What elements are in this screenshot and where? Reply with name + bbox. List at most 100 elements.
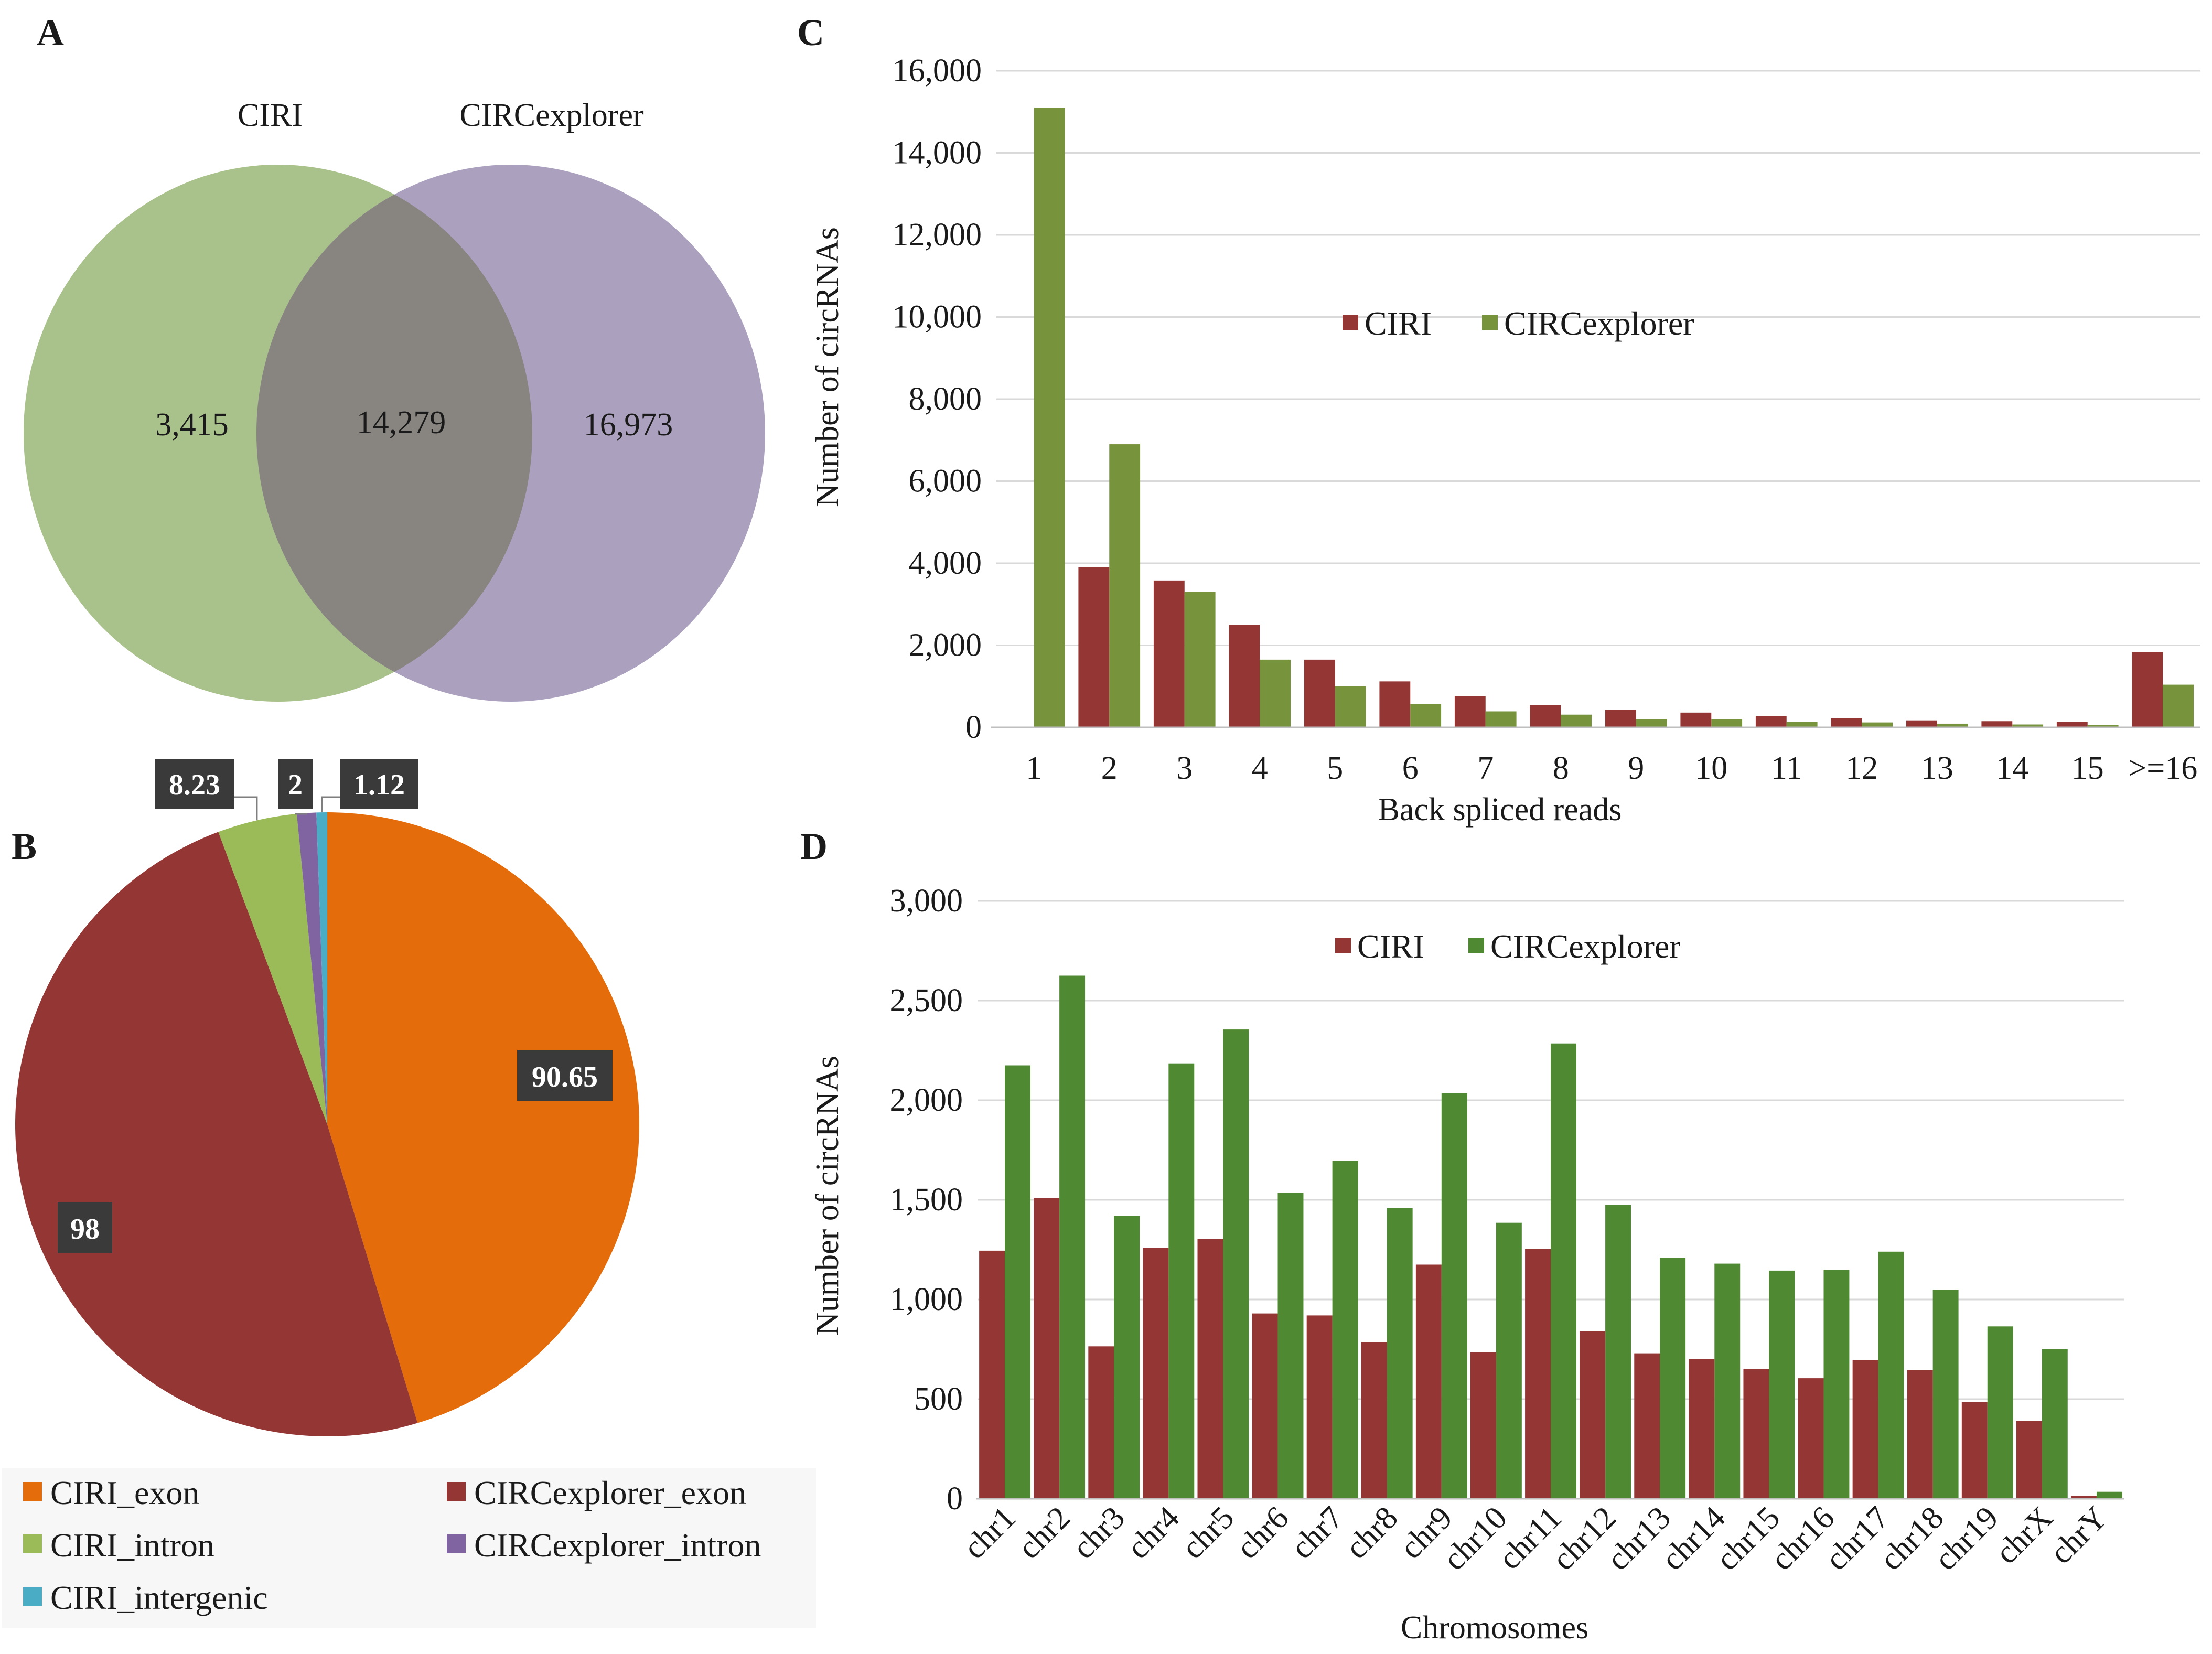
c-bar-ciri-8 xyxy=(1530,705,1561,727)
c-x-tick-label: 2 xyxy=(1101,750,1118,786)
pie-legend-item-ciri-intron: CIRI_intron xyxy=(23,1527,214,1564)
c-bar-circexplorer-15 xyxy=(2087,725,2119,727)
pie-legend-box xyxy=(2,1468,816,1628)
pie-label-ciri-exon: 90.65 xyxy=(517,1050,613,1101)
pie-legend-swatch-ciri-intergenic xyxy=(23,1587,42,1606)
c-y-tick-label: 2,000 xyxy=(909,628,982,663)
d-bar-ciri-chr18 xyxy=(1907,1370,1933,1499)
panel-letter-b: B xyxy=(12,825,37,867)
chart-c-legend-swatch-ciri xyxy=(1343,315,1358,330)
d-bar-circexplorer-chry xyxy=(2096,1491,2122,1499)
chart-d-x-ticks: chr1chr2chr3chr4chr5chr6chr7chr8chr9chr1… xyxy=(957,1500,2114,1577)
c-x-tick-label: 5 xyxy=(1327,750,1343,786)
d-bar-ciri-chr16 xyxy=(1798,1378,1824,1499)
panel-letter-c: C xyxy=(797,12,824,53)
venn-value-both: 14,279 xyxy=(357,405,446,441)
d-x-tick-label: chr2 xyxy=(1011,1500,1077,1566)
c-y-tick-label: 16,000 xyxy=(893,53,982,89)
c-bar-ciri-16 xyxy=(2132,652,2163,727)
pie-legend-item-circexplorer-intron: CIRCexplorer_intron xyxy=(447,1527,761,1564)
d-bar-circexplorer-chr19 xyxy=(1987,1326,2013,1499)
pie-label-ciri-intergenic: 1.12 xyxy=(340,759,418,809)
venn-value-ciri-only: 3,415 xyxy=(155,407,229,443)
d-bar-circexplorer-chr4 xyxy=(1168,1063,1195,1499)
c-bar-ciri-6 xyxy=(1379,681,1411,727)
chart-c-gridlines xyxy=(996,70,2200,646)
d-bar-circexplorer-chr10 xyxy=(1496,1222,1522,1499)
pie-leader-ciri-intergenic xyxy=(321,796,340,813)
c-bar-circexplorer-10 xyxy=(1711,719,1743,727)
pie-legend-item-ciri-intergenic: CIRI_intergenic xyxy=(23,1579,268,1616)
d-x-tick-label: chr8 xyxy=(1339,1500,1405,1566)
pie-label-circexplorer-intron: 2 xyxy=(278,759,313,809)
d-x-tick-label: chr19 xyxy=(1928,1500,2005,1577)
d-x-tick-label: chr5 xyxy=(1175,1500,1241,1566)
pie-slice-circexplorer-intron xyxy=(296,812,327,1124)
d-x-tick-label: chr12 xyxy=(1545,1500,1623,1577)
venn-label-circexplorer: CIRCexplorer xyxy=(459,98,644,133)
d-bar-ciri-chr17 xyxy=(1852,1360,1878,1499)
c-bar-circexplorer-3 xyxy=(1184,592,1216,727)
chart-c-y-axis-title: Number of circRNAs xyxy=(810,227,845,507)
chart-d-x-axis-title: Chromosomes xyxy=(1401,1610,1588,1646)
c-bar-circexplorer-5 xyxy=(1335,686,1366,727)
d-bar-ciri-chr2 xyxy=(1034,1198,1060,1499)
d-bar-ciri-chr12 xyxy=(1580,1331,1606,1499)
c-bar-circexplorer-8 xyxy=(1561,714,1592,727)
d-bar-circexplorer-chr6 xyxy=(1277,1193,1304,1499)
d-bar-ciri-chr9 xyxy=(1415,1264,1442,1499)
d-bar-circexplorer-chr9 xyxy=(1441,1093,1467,1499)
chart-c-legend-label-circexplorer: CIRCexplorer xyxy=(1504,305,1694,342)
c-bar-ciri-9 xyxy=(1605,710,1636,727)
d-x-tick-label: chr4 xyxy=(1120,1500,1186,1566)
chart-d-legend-label-ciri: CIRI xyxy=(1357,928,1424,965)
d-bar-ciri-chr15 xyxy=(1743,1369,1769,1499)
c-bar-ciri-11 xyxy=(1755,716,1787,727)
d-y-tick-label: 500 xyxy=(914,1381,963,1417)
pie-label-circexplorer-exon-text: 98 xyxy=(70,1213,100,1245)
pie-label-ciri-intergenic-text: 1.12 xyxy=(353,769,405,801)
d-bar-circexplorer-chr17 xyxy=(1878,1251,1904,1499)
c-bar-ciri-10 xyxy=(1680,712,1712,727)
chart-c-legend: CIRI CIRCexplorer xyxy=(1343,305,1694,342)
c-bar-ciri-14 xyxy=(1981,721,2013,727)
pie-legend-swatch-circexplorer-exon xyxy=(447,1482,466,1501)
chart-c-legend-label-ciri: CIRI xyxy=(1365,305,1432,342)
c-bar-circexplorer-6 xyxy=(1410,704,1442,727)
d-bar-circexplorer-chr8 xyxy=(1387,1208,1413,1499)
d-y-tick-label: 2,000 xyxy=(890,1082,963,1118)
c-bar-ciri-13 xyxy=(1906,720,1937,727)
pie-slice-ciri-intergenic xyxy=(316,812,327,1124)
venn-value-circexplorer-only: 16,973 xyxy=(584,407,673,443)
d-x-tick-label: chr15 xyxy=(1709,1500,1787,1577)
d-x-tick-label: chr11 xyxy=(1492,1500,1569,1576)
c-x-tick-label: 6 xyxy=(1402,750,1419,786)
c-bar-ciri-7 xyxy=(1454,696,1486,727)
c-x-tick-label: 12 xyxy=(1845,750,1878,786)
pie-leader-circexplorer-intron xyxy=(295,813,307,815)
d-bar-circexplorer-chr2 xyxy=(1059,975,1086,1499)
panel-a: A CIRI CIRCexplorer 3,415 14,279 16,973 xyxy=(24,12,765,702)
chart-c-bars xyxy=(1034,108,2194,727)
d-bar-circexplorer-chr15 xyxy=(1769,1270,1795,1499)
d-y-tick-label: 1,000 xyxy=(890,1282,963,1317)
d-bar-ciri-chr8 xyxy=(1361,1342,1387,1499)
c-y-tick-label: 6,000 xyxy=(909,464,982,499)
d-bar-ciri-chr11 xyxy=(1525,1249,1551,1499)
d-bar-ciri-chr3 xyxy=(1088,1346,1114,1499)
d-y-tick-label: 3,000 xyxy=(890,883,963,919)
pie-slice-ciri-exon xyxy=(327,812,639,1423)
d-bar-circexplorer-chr7 xyxy=(1332,1161,1358,1499)
c-x-tick-label: >=16 xyxy=(2128,750,2197,786)
pie-leader-lines xyxy=(234,796,340,821)
venn-overlap-region xyxy=(256,165,532,702)
d-bar-circexplorer-chr11 xyxy=(1551,1043,1576,1499)
c-x-tick-label: 10 xyxy=(1695,750,1727,786)
chart-c-legend-swatch-circexplorer xyxy=(1482,315,1498,330)
panel-b: B 90.65 98 8.23 2 1.12 CIRI_exon xyxy=(2,759,816,1628)
pie-label-ciri-intron: 8.23 xyxy=(155,759,234,809)
d-bar-circexplorer-chr18 xyxy=(1932,1290,1959,1499)
pie-label-ciri-exon-text: 90.65 xyxy=(532,1061,598,1093)
c-bar-circexplorer-1 xyxy=(1034,108,1065,727)
